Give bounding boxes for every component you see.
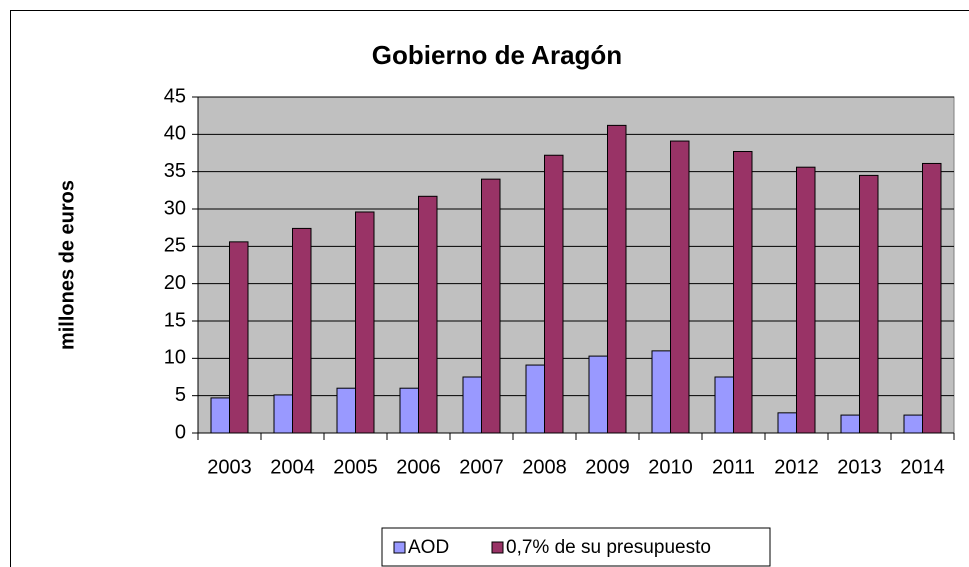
x-tick-label: 2009 — [585, 456, 630, 478]
bar — [229, 241, 249, 434]
legend-swatch — [491, 541, 504, 554]
bar — [525, 364, 545, 434]
y-tick-label: 15 — [164, 309, 186, 331]
x-tick-label: 2004 — [270, 456, 315, 478]
bar — [588, 355, 608, 434]
x-tick-label: 2008 — [522, 456, 567, 478]
y-tick-label: 0 — [175, 421, 186, 443]
bar — [355, 211, 375, 434]
legend-label: AOD — [408, 537, 449, 558]
bar — [462, 376, 482, 434]
x-tick-label: 2013 — [837, 456, 882, 478]
x-tick-label: 2003 — [207, 456, 252, 478]
legend-swatch — [393, 541, 406, 554]
x-tick-label: 2006 — [396, 456, 441, 478]
y-tick-label: 5 — [175, 384, 186, 406]
y-tick-label: 20 — [164, 272, 186, 294]
x-tick-label: 2010 — [648, 456, 693, 478]
x-tick-label: 2012 — [774, 456, 819, 478]
y-tick-label: 10 — [164, 347, 186, 369]
y-tick-label: 35 — [164, 160, 186, 182]
legend-box — [381, 527, 771, 567]
bar — [607, 124, 627, 434]
y-tick-label: 25 — [164, 235, 186, 257]
legend-label: 0,7% de su presupuesto — [506, 537, 711, 558]
bar — [859, 174, 879, 434]
x-tick-label: 2007 — [459, 456, 504, 478]
x-tick-label: 2011 — [712, 456, 755, 478]
bar — [544, 154, 564, 434]
plot-area — [197, 96, 955, 434]
bar — [651, 350, 671, 434]
bar — [796, 166, 816, 434]
bar — [481, 178, 501, 434]
bar — [714, 376, 734, 434]
bar — [336, 387, 356, 434]
y-tick-label: 45 — [164, 85, 186, 107]
y-tick-label: 30 — [164, 197, 186, 219]
bar — [777, 412, 797, 434]
bar — [399, 387, 419, 434]
x-tick-label: 2005 — [333, 456, 378, 478]
bar — [840, 414, 860, 434]
bar — [418, 195, 438, 434]
bar — [670, 140, 690, 434]
bar — [273, 394, 293, 434]
bar — [292, 227, 312, 434]
bar — [903, 414, 923, 434]
y-axis-label: millones de euros — [56, 180, 78, 350]
x-tick-label: 2014 — [900, 456, 945, 478]
y-tick-label: 40 — [164, 123, 186, 145]
bar — [922, 162, 942, 434]
bar — [210, 397, 230, 434]
bar — [733, 151, 753, 434]
chart-title: Gobierno de Aragón — [372, 40, 622, 70]
